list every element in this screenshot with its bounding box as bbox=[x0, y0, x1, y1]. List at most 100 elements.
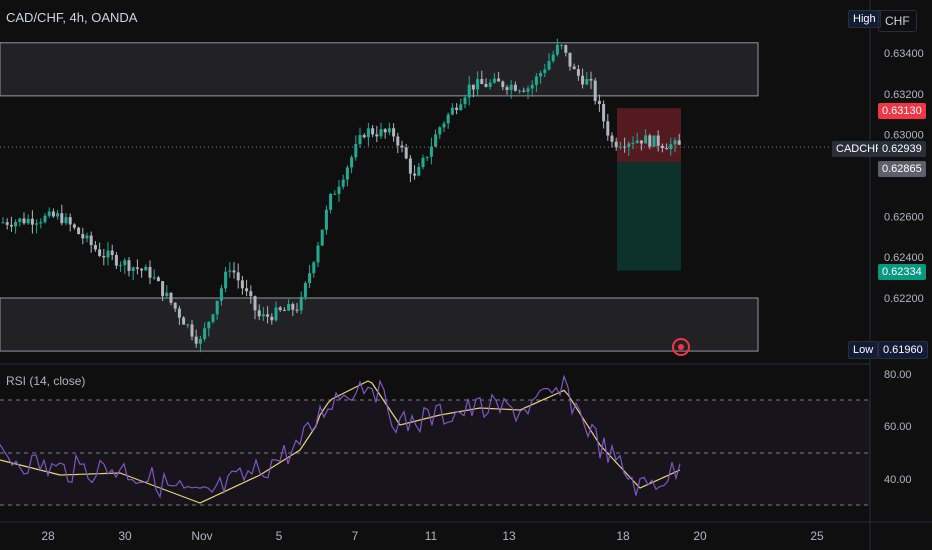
candle bbox=[660, 145, 664, 148]
current-price-label: 0.62939 bbox=[878, 141, 926, 157]
candle bbox=[72, 224, 76, 228]
candle bbox=[270, 316, 274, 321]
candle bbox=[526, 88, 530, 92]
candle bbox=[43, 215, 47, 223]
candle bbox=[597, 100, 601, 104]
zone-1 bbox=[0, 297, 759, 352]
candle bbox=[320, 229, 324, 246]
candle bbox=[438, 127, 442, 135]
candle bbox=[602, 103, 606, 122]
x-tick: 30 bbox=[118, 529, 132, 543]
candle bbox=[131, 267, 135, 271]
price-tick: 0.62600 bbox=[884, 211, 924, 223]
candle bbox=[421, 157, 425, 168]
candle bbox=[198, 338, 202, 344]
candle bbox=[534, 76, 538, 86]
candle bbox=[60, 213, 64, 224]
candle bbox=[274, 307, 278, 321]
candle bbox=[110, 250, 114, 256]
currency-button[interactable]: CHF bbox=[878, 10, 917, 32]
candle bbox=[35, 223, 39, 225]
candle bbox=[576, 69, 580, 76]
candle bbox=[522, 90, 526, 92]
candle bbox=[560, 45, 564, 47]
candle bbox=[224, 271, 228, 289]
candle bbox=[463, 97, 467, 105]
candle bbox=[114, 255, 118, 266]
candle bbox=[236, 272, 240, 281]
candle bbox=[581, 75, 585, 85]
candle bbox=[324, 209, 328, 230]
candle bbox=[589, 78, 593, 81]
candle bbox=[539, 72, 543, 77]
candle bbox=[240, 280, 244, 289]
candle bbox=[618, 146, 622, 148]
candle bbox=[89, 235, 93, 246]
candle bbox=[396, 136, 400, 146]
candle bbox=[182, 317, 186, 325]
candle bbox=[190, 324, 194, 337]
price-tick: 0.62400 bbox=[884, 252, 924, 264]
candle bbox=[316, 245, 320, 263]
candle bbox=[5, 222, 9, 225]
entry-price-label: 0.62865 bbox=[878, 161, 926, 177]
candle bbox=[669, 144, 673, 150]
candle bbox=[68, 217, 72, 225]
x-tick: 25 bbox=[810, 529, 824, 543]
candle bbox=[408, 158, 412, 174]
candle bbox=[530, 85, 534, 89]
candle bbox=[400, 145, 404, 148]
rsi-title: RSI (14, close) bbox=[6, 374, 86, 388]
candle bbox=[652, 135, 656, 147]
candle bbox=[362, 135, 366, 138]
candle bbox=[257, 310, 261, 317]
candle bbox=[656, 135, 660, 146]
candle bbox=[81, 234, 85, 239]
candle bbox=[476, 79, 480, 90]
x-tick: 13 bbox=[502, 529, 516, 543]
candle bbox=[555, 45, 559, 55]
candle bbox=[551, 54, 555, 62]
candle bbox=[140, 268, 144, 271]
candle bbox=[47, 211, 51, 216]
symbol-tag: CADCHF bbox=[832, 141, 886, 157]
price-tick: 0.63000 bbox=[884, 130, 924, 142]
candle bbox=[249, 291, 253, 297]
candle bbox=[228, 270, 232, 272]
x-tick: Nov bbox=[191, 529, 212, 543]
candle bbox=[383, 129, 387, 133]
candle bbox=[614, 141, 618, 148]
candle bbox=[291, 304, 295, 310]
price-tick: 0.63200 bbox=[884, 89, 924, 101]
candle bbox=[459, 104, 463, 111]
candle bbox=[169, 292, 173, 303]
candle bbox=[379, 129, 383, 137]
candle bbox=[177, 308, 181, 318]
candle bbox=[593, 80, 597, 101]
x-tick: 18 bbox=[616, 529, 630, 543]
candle bbox=[547, 61, 551, 70]
candle bbox=[30, 218, 34, 225]
candle bbox=[492, 78, 496, 83]
candle bbox=[211, 314, 215, 322]
candle bbox=[501, 81, 505, 88]
candle bbox=[341, 179, 345, 187]
candle bbox=[156, 277, 160, 282]
candle bbox=[203, 328, 207, 339]
candle bbox=[371, 128, 375, 135]
low-price-label: 0.61960 bbox=[878, 341, 928, 359]
candle bbox=[18, 218, 22, 222]
candle bbox=[480, 79, 484, 85]
x-tick: 11 bbox=[425, 529, 438, 543]
target-price-label: 0.62334 bbox=[878, 264, 926, 280]
candle bbox=[26, 218, 30, 224]
candle bbox=[295, 309, 299, 311]
candle bbox=[345, 167, 349, 180]
candle bbox=[471, 84, 475, 90]
candle bbox=[194, 336, 198, 344]
candle bbox=[1, 222, 5, 224]
candle bbox=[455, 107, 459, 111]
x-tick: 28 bbox=[41, 529, 55, 543]
rsi-tick: 40.00 bbox=[884, 474, 912, 486]
